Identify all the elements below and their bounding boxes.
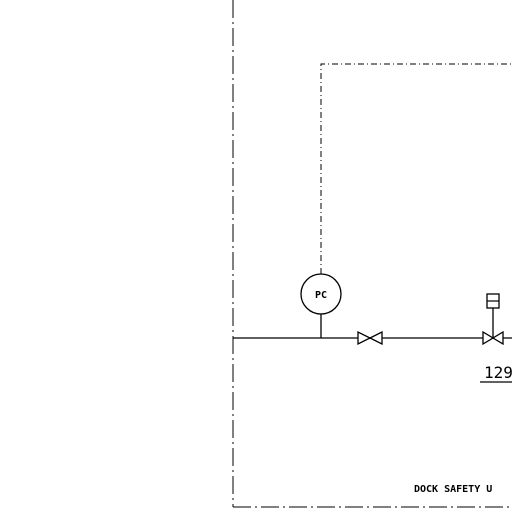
actuated-control-valve-icon[interactable] [482, 293, 504, 346]
gate-valve-body-right [368, 330, 383, 346]
control-valve-body-left [482, 330, 495, 346]
gate-valve-body [357, 330, 372, 346]
gate-valve-icon[interactable] [357, 330, 383, 346]
pressure-controller-bubble-icon[interactable]: PC [300, 273, 342, 315]
control-valve-body-right [491, 330, 504, 346]
control-valve-tag: 129 [484, 363, 512, 382]
control-signal-line [320, 63, 512, 274]
boundary-area-label: DOCK SAFETY U [414, 484, 492, 495]
pc-label: PC [315, 290, 327, 301]
pc-bubble-circle [300, 273, 342, 315]
